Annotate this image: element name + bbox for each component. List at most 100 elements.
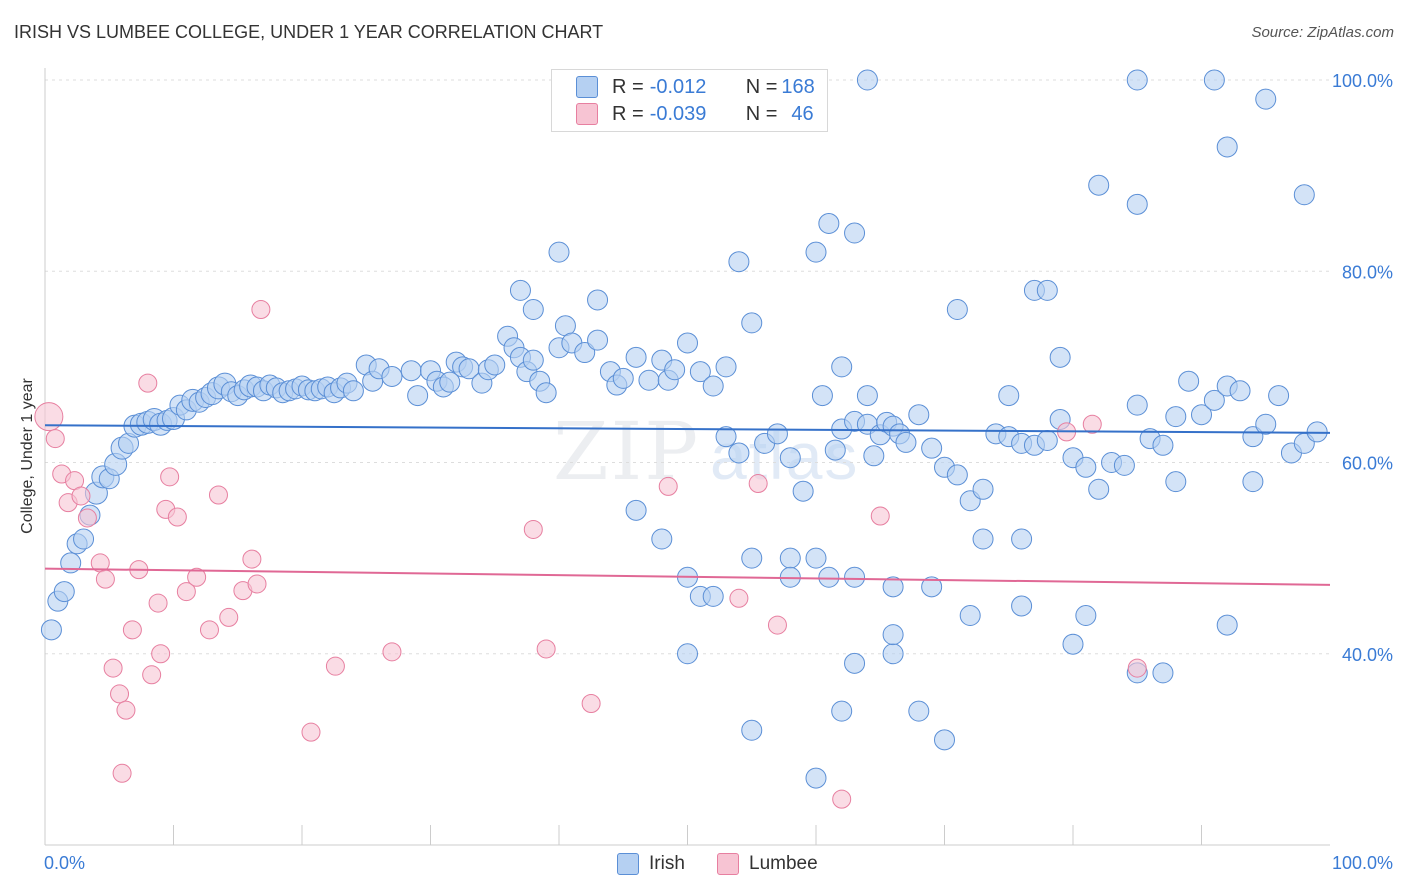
irish-point bbox=[715, 356, 737, 378]
irish-point bbox=[921, 576, 943, 598]
lumbee-point bbox=[1127, 658, 1147, 678]
irish-point bbox=[1268, 385, 1290, 407]
irish-point bbox=[574, 342, 596, 364]
x-tick-label-min: 0.0% bbox=[44, 853, 85, 873]
lumbee-point bbox=[748, 474, 768, 494]
legend-row-irish: R = -0.012 N = 168 bbox=[576, 75, 815, 99]
irish-point bbox=[1049, 346, 1071, 368]
irish-point bbox=[664, 359, 686, 381]
lumbee-point bbox=[325, 656, 345, 676]
irish-r-value: -0.012 bbox=[649, 75, 707, 98]
irish-point bbox=[1036, 430, 1058, 452]
lumbee-point bbox=[767, 615, 787, 635]
irish-point bbox=[439, 371, 461, 393]
irish-point bbox=[972, 528, 994, 550]
irish-point bbox=[677, 643, 698, 665]
irish-point bbox=[1203, 69, 1225, 91]
lumbee-r-value: -0.039 bbox=[649, 102, 707, 125]
irish-point bbox=[522, 349, 544, 371]
lumbee-point bbox=[122, 620, 142, 640]
irish-point bbox=[1229, 380, 1251, 402]
irish-point bbox=[792, 480, 814, 502]
irish-point bbox=[1011, 528, 1033, 550]
irish-point bbox=[946, 299, 968, 320]
lumbee-n-value: 46 bbox=[791, 102, 814, 125]
irish-point bbox=[1255, 413, 1277, 435]
lumbee-trend-line bbox=[44, 567, 1331, 586]
lumbee-point bbox=[1082, 414, 1102, 434]
stats-legend: R = -0.012 N = 168 R = -0.039 N = 46 bbox=[551, 69, 828, 132]
irish-point bbox=[1062, 633, 1084, 655]
lumbee-point bbox=[77, 508, 97, 528]
lumbee-r-label: R = bbox=[612, 102, 644, 125]
bottom-legend-lumbee: Lumbee bbox=[717, 852, 818, 876]
lumbee-point bbox=[870, 506, 890, 526]
chart-title: IRISH VS LUMBEE COLLEGE, UNDER 1 YEAR CO… bbox=[14, 22, 604, 42]
irish-legend-swatch bbox=[617, 853, 639, 875]
irish-point bbox=[831, 700, 853, 722]
lumbee-point bbox=[112, 763, 132, 783]
irish-point bbox=[882, 624, 904, 646]
y-tick-label: 100.0% bbox=[1332, 71, 1393, 91]
irish-point bbox=[651, 528, 673, 550]
lumbee-point bbox=[247, 574, 267, 594]
lumbee-point bbox=[581, 693, 601, 713]
lumbee-point bbox=[95, 569, 115, 589]
irish-point bbox=[818, 212, 840, 234]
irish-point bbox=[1126, 193, 1148, 215]
irish-point bbox=[831, 356, 853, 378]
y-tick-label: 80.0% bbox=[1342, 262, 1393, 282]
lumbee-point bbox=[187, 567, 207, 587]
lumbee-point bbox=[729, 588, 749, 608]
irish-point bbox=[381, 365, 403, 387]
irish-point bbox=[689, 361, 711, 383]
irish-point bbox=[741, 547, 763, 569]
lumbee-legend-swatch bbox=[717, 853, 739, 875]
irish-point bbox=[1165, 406, 1187, 428]
irish-point bbox=[40, 619, 62, 641]
y-tick-label: 60.0% bbox=[1342, 454, 1393, 474]
irish-point bbox=[1216, 614, 1238, 636]
irish-point bbox=[612, 367, 634, 389]
irish-point bbox=[1075, 456, 1097, 478]
irish-point bbox=[400, 360, 422, 382]
irish-n-value: 168 bbox=[781, 75, 815, 98]
lumbee-point bbox=[138, 373, 158, 393]
irish-point bbox=[824, 439, 846, 461]
irish-point bbox=[342, 380, 364, 402]
lumbee-point bbox=[71, 486, 91, 506]
lumbee-point bbox=[382, 642, 402, 662]
irish-point bbox=[934, 729, 955, 751]
irish-point bbox=[741, 312, 763, 334]
irish-point bbox=[535, 382, 557, 404]
irish-point bbox=[779, 447, 801, 469]
irish-point bbox=[548, 241, 570, 263]
irish-n-label: N = bbox=[745, 75, 778, 98]
lumbee-point bbox=[301, 722, 321, 742]
irish-point bbox=[844, 652, 866, 674]
irish-point bbox=[882, 643, 904, 665]
irish-point bbox=[959, 605, 981, 626]
irish-point bbox=[1216, 136, 1238, 158]
lumbee-swatch bbox=[576, 103, 598, 125]
bottom-legend-irish: Irish bbox=[617, 852, 685, 876]
irish-swatch bbox=[576, 76, 598, 98]
source-label: Source: ZipAtlas.com bbox=[1251, 24, 1394, 41]
lumbee-point bbox=[160, 467, 180, 487]
lumbee-point bbox=[148, 593, 168, 613]
lumbee-point bbox=[176, 582, 196, 602]
irish-point bbox=[1242, 471, 1264, 493]
lumbee-point bbox=[199, 620, 219, 640]
irish-point bbox=[946, 464, 968, 486]
irish-point bbox=[715, 426, 737, 448]
lumbee-point bbox=[832, 789, 852, 809]
irish-point bbox=[728, 251, 750, 273]
irish-point bbox=[509, 279, 531, 301]
irish-point bbox=[844, 566, 866, 588]
irish-point bbox=[805, 547, 827, 569]
irish-point bbox=[1178, 370, 1200, 392]
irish-point bbox=[1088, 478, 1110, 500]
lumbee-point bbox=[208, 485, 228, 505]
irish-point bbox=[1152, 662, 1174, 684]
